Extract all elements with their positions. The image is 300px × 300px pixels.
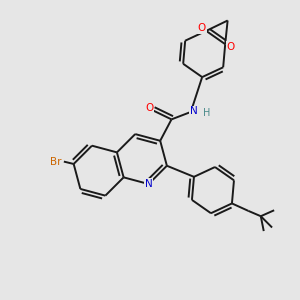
Text: N: N: [145, 179, 152, 189]
Text: O: O: [146, 103, 154, 113]
Text: H: H: [202, 107, 210, 118]
Text: N: N: [190, 106, 198, 116]
Text: O: O: [198, 23, 206, 33]
Text: Br: Br: [50, 157, 61, 166]
Text: O: O: [226, 42, 235, 52]
